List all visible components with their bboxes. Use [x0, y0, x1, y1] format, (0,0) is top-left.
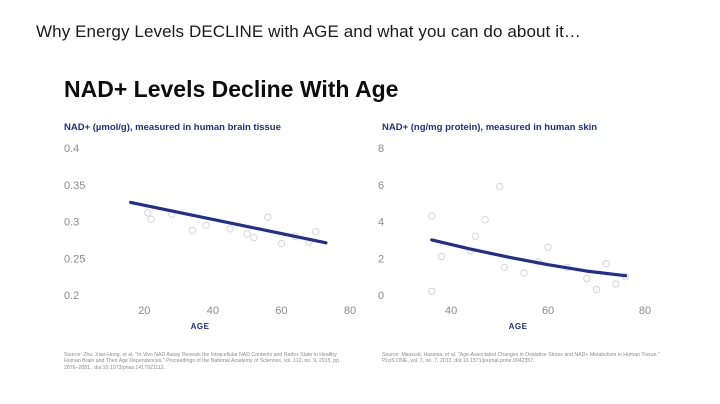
right-panel-title: NAD+ (ng/mg protein), measured in human … [382, 122, 598, 133]
left-panel-title: NAD+ (µmol/g), measured in human brain t… [64, 122, 281, 133]
data-point [428, 212, 436, 220]
x-tick-label: 20 [138, 305, 150, 317]
data-point [481, 215, 489, 224]
x-tick-label: 80 [639, 305, 651, 317]
y-tick-label: 4 [378, 217, 384, 229]
data-point [188, 226, 196, 235]
data-point [202, 221, 210, 229]
card-title: NAD+ Levels Decline With Age [64, 76, 399, 102]
data-point [520, 269, 528, 277]
trend-line [430, 238, 628, 278]
data-point [226, 225, 234, 233]
data-point [250, 233, 258, 242]
data-point [544, 243, 552, 251]
data-point [277, 239, 286, 248]
left-chart-source: Source: Zhu, Xiao-Hong, et al. "In Vivo … [64, 352, 341, 371]
data-point [583, 274, 591, 283]
right-chart: 0 2 4 6 8 40 60 80 AGE [378, 143, 651, 331]
x-axis-label: AGE [509, 322, 528, 331]
data-point [602, 260, 610, 268]
y-tick-label: 0 [378, 290, 384, 302]
right-chart-source: Source: Massudi, Hassina, et al. "Age-As… [382, 352, 660, 365]
y-tick-label: 8 [378, 143, 384, 155]
data-point [471, 232, 480, 240]
data-point [243, 230, 251, 238]
slide-title: Why Energy Levels DECLINE with AGE and w… [36, 22, 582, 41]
x-tick-label: 80 [344, 305, 356, 317]
x-tick-label: 40 [207, 305, 219, 317]
x-axis-label: AGE [191, 322, 210, 331]
y-tick-label: 0.4 [64, 143, 79, 155]
data-point [264, 213, 272, 221]
data-point [144, 208, 152, 217]
y-tick-label: 0.2 [64, 290, 79, 302]
y-tick-label: 0.35 [64, 180, 85, 192]
data-point [312, 228, 320, 236]
y-tick-label: 6 [378, 180, 384, 192]
data-point [500, 263, 509, 272]
y-tick-label: 0.25 [64, 253, 85, 265]
data-point [612, 280, 620, 288]
data-point [428, 287, 436, 296]
data-point [495, 182, 504, 191]
x-tick-label: 60 [275, 305, 287, 317]
x-tick-label: 40 [445, 305, 457, 317]
data-point [437, 252, 446, 261]
y-tick-label: 2 [378, 253, 384, 265]
y-tick-label: 0.3 [64, 217, 79, 229]
data-point [592, 285, 601, 294]
left-chart: 0.2 0.25 0.3 0.35 0.4 20 40 60 80 AGE [64, 143, 356, 331]
x-tick-label: 60 [542, 305, 554, 317]
trend-line [129, 200, 328, 245]
data-point [147, 215, 155, 223]
